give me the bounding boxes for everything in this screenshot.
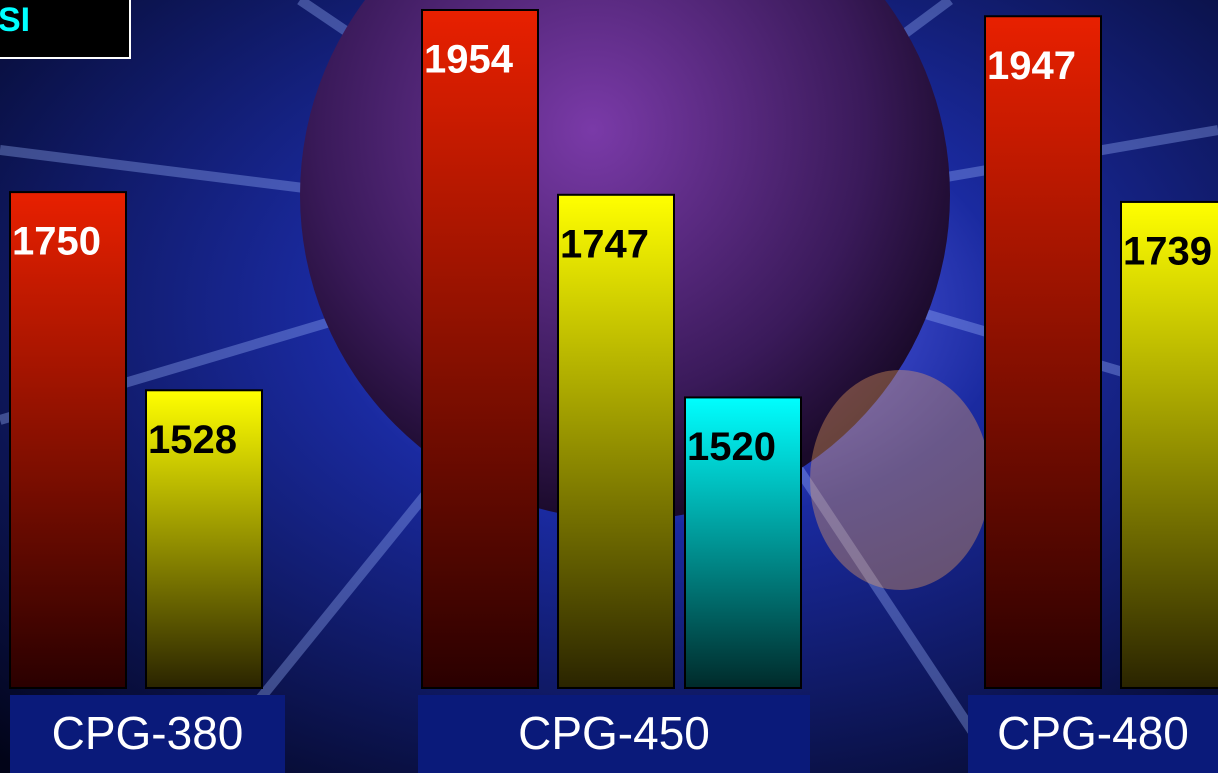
glow: [810, 370, 990, 590]
value-label: 1954: [424, 38, 514, 82]
bar: [984, 15, 1102, 690]
bar: [9, 191, 127, 689]
note-box: [0, 0, 131, 59]
bar: [1120, 200, 1218, 689]
value-label: 1739: [1123, 229, 1212, 273]
category-box: [418, 695, 810, 773]
value-label: 1947: [987, 44, 1076, 88]
x-tick-label: CPG-450: [518, 707, 710, 759]
note: SI: [0, 1, 30, 39]
category-box: [10, 695, 285, 773]
bar: [684, 396, 802, 689]
value-label: 1520: [687, 425, 776, 469]
bar: [421, 9, 539, 689]
value-label: 1528: [148, 418, 237, 462]
bar: [557, 193, 675, 689]
value-label: 1750: [12, 220, 101, 264]
x-tick-label: CPG-380: [52, 707, 244, 759]
bar: [145, 389, 263, 689]
value-label: 1747: [560, 222, 649, 266]
category-box: [968, 695, 1218, 773]
x-tick-label: CPG-480: [997, 707, 1189, 759]
